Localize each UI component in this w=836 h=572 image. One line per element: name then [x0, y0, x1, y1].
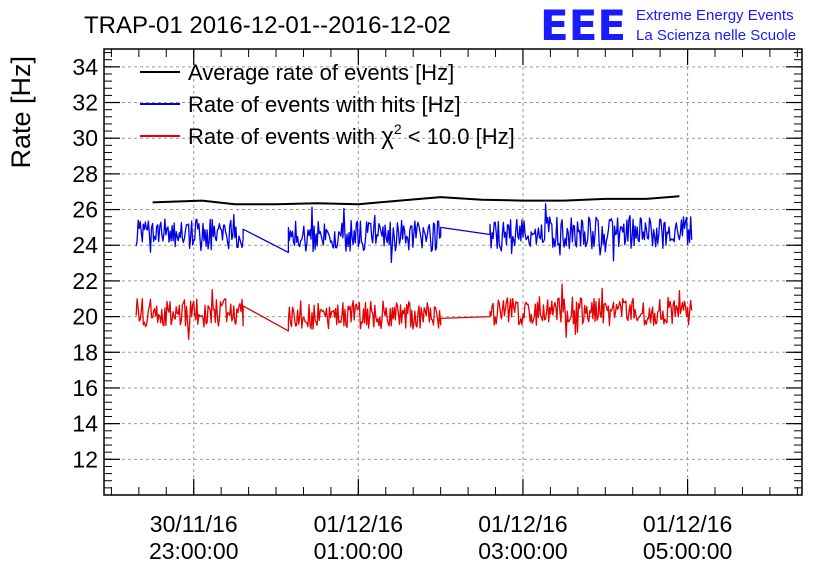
eee-logo: EEE [540, 1, 626, 50]
branding-line2: La Scienza nelle Scuole [636, 27, 796, 44]
x-tick-date: 01/12/16 [314, 511, 404, 537]
x-tick-time: 03:00:00 [478, 538, 568, 564]
x-tick-time: 01:00:00 [314, 538, 404, 564]
x-tick-time: 23:00:00 [149, 538, 239, 564]
series-hits-line [135, 203, 693, 264]
y-tick-label: 26 [72, 197, 98, 223]
x-tick-date: 30/11/16 [150, 511, 238, 537]
legend: Average rate of events [Hz] Rate of even… [140, 60, 515, 150]
y-axis-label: Rate [Hz] [6, 56, 36, 169]
y-tick-label: 12 [72, 446, 98, 472]
y-tick-label: 32 [72, 90, 98, 116]
legend-label-chi2: Rate of events with χ2 < 10.0 [Hz] [188, 121, 515, 150]
y-tick-label: 20 [72, 304, 98, 330]
series-chi2-line [135, 283, 693, 340]
grid-layer [104, 49, 802, 495]
y-tick-label: 34 [72, 54, 98, 80]
y-tick-label: 14 [72, 411, 98, 437]
y-tick-label: 28 [72, 161, 98, 187]
legend-chi2-exponent: 2 [394, 121, 402, 137]
x-tick-date: 01/12/16 [478, 511, 568, 537]
x-tick-time: 05:00:00 [643, 538, 733, 564]
branding-line1: Extreme Energy Events [636, 7, 794, 24]
plot-frame [103, 48, 803, 496]
chart-title: TRAP-01 2016-12-01--2016-12-02 [84, 12, 451, 39]
legend-chi2-symbol: χ [381, 123, 394, 150]
series-layer [135, 195, 693, 340]
series-average-line [152, 195, 680, 206]
x-tick-date: 01/12/16 [643, 511, 733, 537]
y-tick-label: 24 [72, 232, 98, 258]
y-tick-label: 18 [72, 339, 98, 365]
legend-chi2-suffix: < 10.0 [Hz] [402, 124, 515, 149]
legend-label-average: Average rate of events [Hz] [188, 60, 454, 85]
y-tick-label: 22 [72, 268, 98, 294]
legend-label-hits: Rate of events with hits [Hz] [188, 92, 461, 117]
y-tick-label: 30 [72, 125, 98, 151]
y-tick-label: 16 [72, 375, 98, 401]
legend-chi2-prefix: Rate of events with [188, 124, 381, 149]
axis-layer: 12 14 16 18 20 22 24 26 28 30 32 34 30/11/1623:00:00… [72, 49, 802, 564]
